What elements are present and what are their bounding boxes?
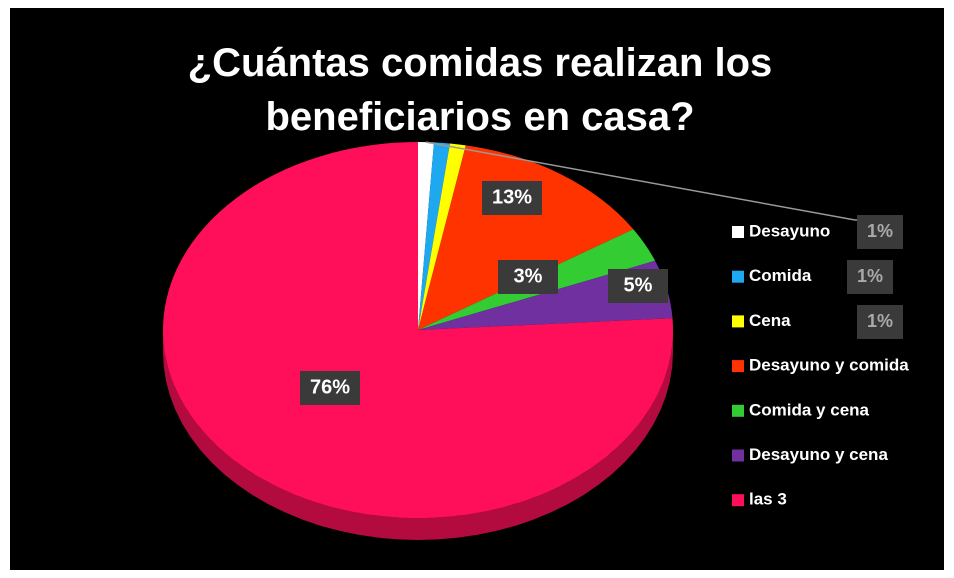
pie-slice bbox=[418, 142, 435, 330]
label-box bbox=[498, 260, 558, 294]
legend-label: Desayuno y cena bbox=[749, 445, 888, 464]
data-label: 1% bbox=[867, 311, 893, 331]
legend-swatch bbox=[732, 494, 744, 507]
legend-swatch bbox=[732, 270, 744, 283]
label-box bbox=[857, 305, 903, 339]
label-box bbox=[482, 181, 542, 215]
legend-label: Cena bbox=[749, 311, 791, 330]
pie-slice bbox=[163, 142, 673, 518]
label-box bbox=[847, 260, 893, 294]
legend-swatch bbox=[732, 226, 744, 238]
label-box bbox=[857, 215, 903, 249]
legend-label: las 3 bbox=[749, 490, 787, 509]
legend-swatch bbox=[732, 315, 744, 328]
pie-slice bbox=[418, 142, 450, 330]
legend-swatch bbox=[732, 404, 744, 417]
legend-swatch bbox=[732, 449, 744, 462]
pie-slice bbox=[418, 143, 466, 330]
chart-title: ¿Cuántas comidas realizan los beneficiar… bbox=[187, 41, 773, 139]
legend-label: Comida y cena bbox=[749, 400, 870, 419]
data-label: 13% bbox=[492, 186, 532, 208]
legend-label: Desayuno bbox=[749, 221, 830, 240]
data-label: 5% bbox=[624, 274, 653, 296]
data-label: 3% bbox=[514, 265, 543, 287]
legend-label: Comida bbox=[749, 266, 812, 285]
legend-label: Desayuno y comida bbox=[749, 356, 909, 375]
label-box bbox=[608, 269, 668, 303]
data-label: 1% bbox=[867, 221, 893, 241]
legend-swatch bbox=[732, 360, 744, 373]
data-label: 1% bbox=[857, 266, 883, 286]
pie-slice bbox=[418, 145, 634, 330]
label-box bbox=[300, 371, 360, 405]
data-label: 76% bbox=[310, 376, 350, 398]
